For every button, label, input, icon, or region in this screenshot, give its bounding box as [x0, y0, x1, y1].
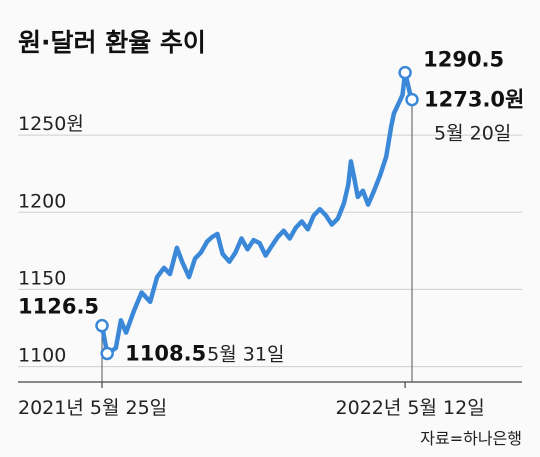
y-tick-label: 1100: [18, 345, 66, 367]
annotation-marker-1: [100, 346, 114, 361]
source-note: 자료=하나은행: [420, 429, 522, 448]
annotation-marker-3: [405, 92, 419, 107]
label-low-date: 5월 31일: [207, 343, 284, 365]
y-tick-label: 1250원: [18, 113, 84, 135]
label-low-value: 1108.5: [125, 341, 206, 365]
label-latest-date: 5월 20일: [434, 123, 511, 145]
y-axis-ticks: 1250원 1200 1150 1100: [18, 113, 84, 366]
y-tick-label: 1200: [18, 190, 66, 212]
label-start-value: 1126.5: [18, 295, 99, 319]
annotation-marker-0: [95, 318, 109, 333]
label-peak-value: 1290.5: [423, 48, 504, 72]
series-line: [99, 70, 415, 356]
annotation-labels: 1126.5 1108.5 5월 31일 1290.5 1273.0원 5월 20일: [18, 48, 524, 366]
x-axis-ticks: 2021년 5월 25일 2022년 5월 12일: [18, 382, 485, 419]
series-line-path: [99, 70, 415, 356]
x-tick-label: 2022년 5월 12일: [336, 397, 485, 419]
label-latest-value: 1273.0원: [424, 88, 524, 112]
y-tick-label: 1150: [18, 267, 66, 289]
annotation-markers: [95, 65, 419, 361]
chart-title: 원·달러 환율 추이: [18, 28, 206, 57]
annotation-marker-2: [398, 65, 412, 80]
x-tick-label: 2021년 5월 25일: [18, 397, 167, 419]
